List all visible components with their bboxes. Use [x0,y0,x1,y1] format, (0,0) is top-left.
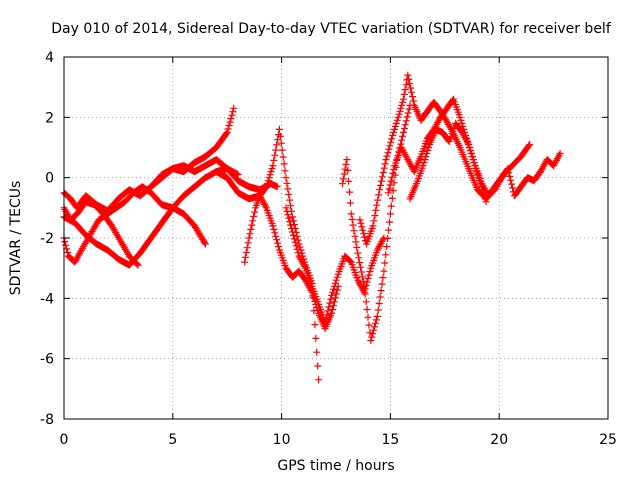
y-tick-label: -6 [40,352,54,368]
y-tick-label: -8 [40,412,54,428]
x-tick-label: 25 [599,432,617,448]
y-tick-label: -4 [40,291,54,307]
series-arc-4 [60,165,242,269]
axis-ticks: 0 5 10 15 20 25 -8 -6 -4 -2 0 2 4 [40,50,617,448]
point-markers [406,119,564,203]
series-arc-8 [282,204,388,326]
x-tick-label: 0 [60,432,69,448]
point-markers [339,101,414,345]
x-tick-label: 15 [381,432,399,448]
chart-title: Day 010 of 2014, Sidereal Day-to-day VTE… [51,21,612,37]
point-markers [356,71,534,248]
point-markers [212,125,323,384]
y-tick-label: 0 [45,171,54,187]
y-tick-label: -2 [40,231,54,247]
series-arc-10 [356,71,534,248]
series-arc-6 [212,125,323,384]
data-points [60,71,564,384]
x-axis-label: GPS time / hours [277,458,394,474]
y-tick-label: 2 [45,110,54,126]
x-tick-label: 5 [168,432,177,448]
x-tick-label: 20 [490,432,508,448]
series-arc-12 [406,119,564,203]
series-arc-9 [339,101,414,345]
y-tick-label: 4 [45,50,54,66]
point-markers [282,204,388,326]
grid-lines [64,57,608,419]
x-tick-label: 10 [273,432,291,448]
point-markers [60,165,242,269]
y-axis-label: SDTVAR / TECUs [8,181,24,296]
